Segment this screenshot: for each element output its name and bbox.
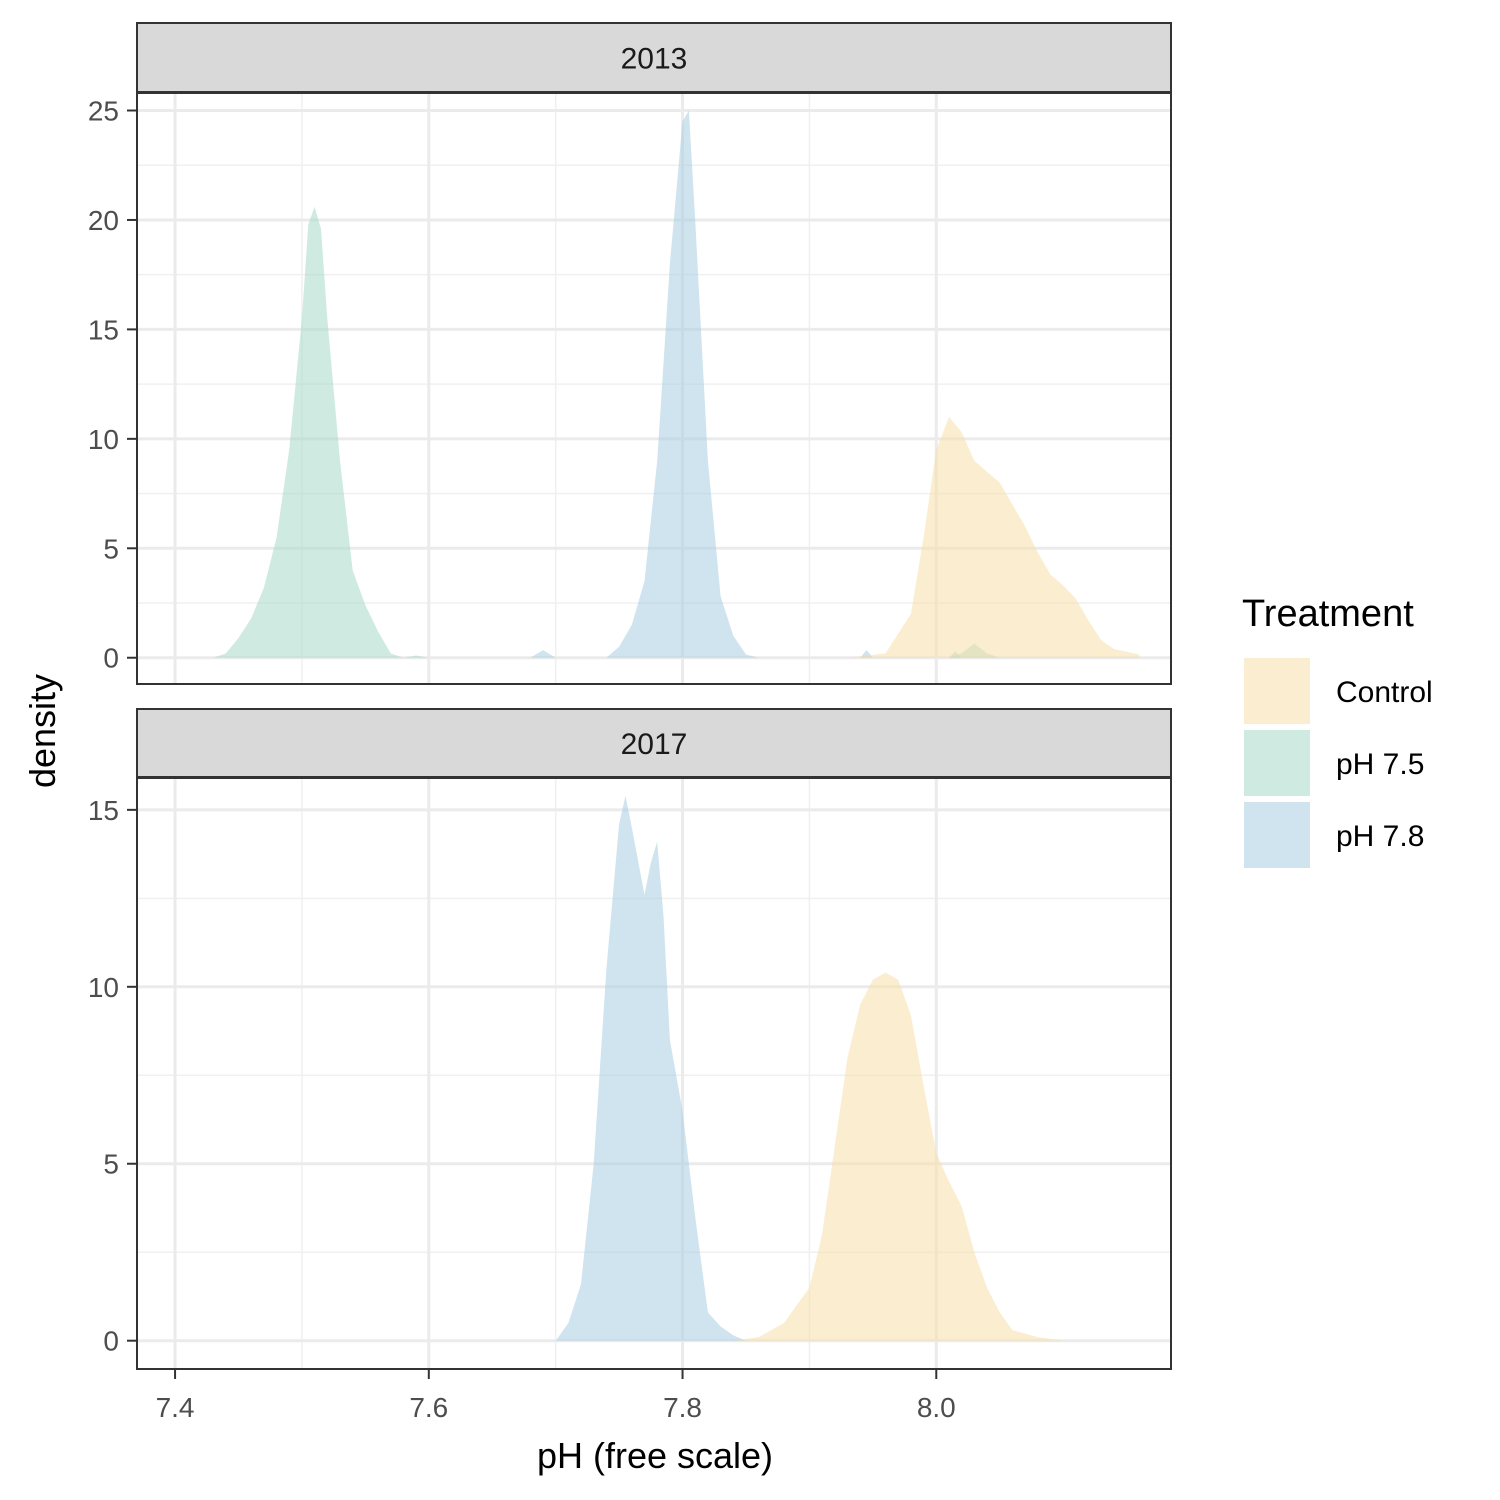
legend-title: Treatment <box>1242 593 1414 635</box>
legend-label-control: Control <box>1336 676 1433 709</box>
panel-border <box>136 92 1172 685</box>
legend-label-ph-7-5: pH 7.5 <box>1336 748 1424 781</box>
legend-label-ph-7-8: pH 7.8 <box>1336 820 1424 853</box>
x-tick-label: 7.8 <box>663 1392 702 1423</box>
y-tick-label: 15 <box>88 795 119 826</box>
panel-2013: 2013 0 5 10 15 20 25 <box>88 22 1172 685</box>
y-tick-label: 0 <box>103 643 119 674</box>
density-area-control-2017 <box>733 972 1064 1341</box>
density-area-control-2013 <box>847 417 1140 658</box>
y-tick-label: 15 <box>88 314 119 345</box>
legend-entries: Control pH 7.5 pH 7.8 <box>1244 658 1433 868</box>
legend-key-control <box>1244 658 1310 724</box>
density-area-ph-7-8-2017 <box>555 795 746 1341</box>
facet-panels: 2013 0 5 10 15 20 25 2017 0 5 10 15 <box>88 22 1172 1370</box>
y-tick-label: 5 <box>103 533 119 564</box>
strip-2013 <box>136 22 1172 93</box>
y-tick-label: 0 <box>103 1326 119 1357</box>
x-tick-label: 7.4 <box>156 1392 195 1423</box>
strip-label-2017: 2017 <box>621 728 688 761</box>
y-axis-title: density <box>22 674 63 788</box>
strip-2017 <box>136 708 1172 778</box>
panel-border <box>136 777 1172 1370</box>
panel-2017: 2017 0 5 10 15 <box>88 708 1172 1370</box>
legend: Treatment Control pH 7.5 pH 7.8 <box>1242 593 1433 868</box>
strip-label-2013: 2013 <box>621 43 688 76</box>
y-tick-label: 5 <box>103 1149 119 1180</box>
x-tick-label: 7.6 <box>409 1392 448 1423</box>
y-tick-label: 20 <box>88 205 119 236</box>
legend-key-ph-7-8 <box>1244 802 1310 868</box>
x-axis: 7.4 7.6 7.8 8.0 <box>156 1369 956 1423</box>
density-area-ph-7-5-2013 <box>213 206 429 658</box>
x-tick-label: 8.0 <box>917 1392 956 1423</box>
x-axis-title: pH (free scale) <box>537 1435 773 1476</box>
legend-key-ph-7-5 <box>1244 730 1310 796</box>
y-tick-label: 10 <box>88 424 119 455</box>
y-tick-label: 25 <box>88 96 119 127</box>
y-tick-label: 10 <box>88 972 119 1003</box>
